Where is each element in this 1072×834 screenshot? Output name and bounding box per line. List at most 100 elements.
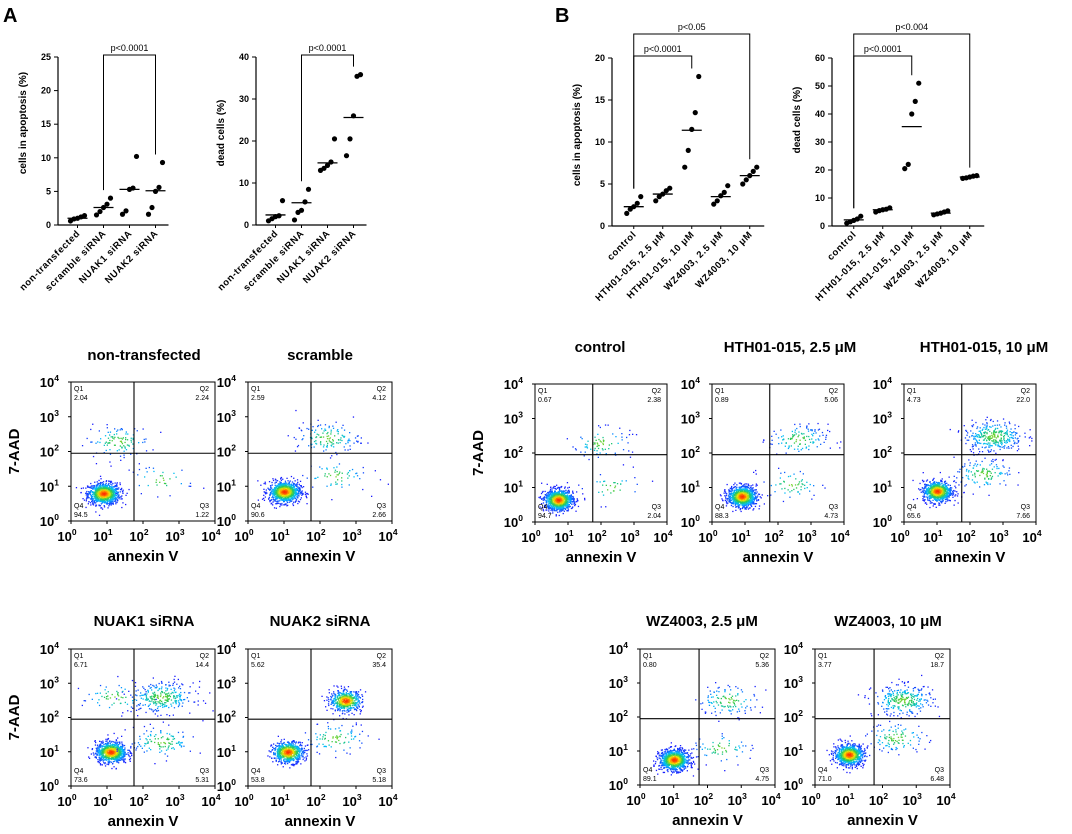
event: [98, 751, 101, 753]
event: [110, 495, 113, 497]
event: [130, 694, 132, 696]
event: [130, 747, 132, 749]
event: [349, 432, 351, 434]
x-tick-label: 103: [165, 527, 184, 544]
event: [294, 450, 297, 452]
event: [272, 479, 275, 482]
event: [125, 696, 127, 698]
event: [284, 480, 287, 482]
event: [277, 735, 279, 737]
event: [273, 492, 276, 494]
event: [289, 485, 291, 487]
event: [92, 497, 94, 499]
event: [276, 497, 278, 499]
event: [359, 733, 361, 735]
event: [120, 437, 122, 439]
event: [341, 480, 343, 482]
event: [99, 497, 101, 499]
event: [180, 742, 182, 744]
event: [93, 494, 95, 496]
event: [112, 486, 114, 488]
event: [110, 499, 112, 501]
event: [178, 741, 180, 743]
event: [336, 706, 339, 708]
event: [113, 495, 116, 497]
event: [293, 497, 295, 500]
event: [98, 479, 100, 482]
event: [97, 488, 99, 490]
event: [105, 686, 107, 688]
event: [177, 700, 180, 702]
event: [118, 496, 120, 498]
event: [99, 494, 102, 496]
event: [110, 493, 112, 495]
event: [292, 750, 295, 753]
event: [326, 699, 328, 701]
event: [290, 475, 293, 478]
event: [331, 701, 333, 703]
event: [166, 699, 169, 702]
event: [284, 493, 286, 495]
event: [149, 723, 151, 725]
event: [285, 490, 287, 492]
event: [337, 690, 339, 692]
event: [283, 504, 286, 506]
event: [283, 483, 285, 485]
event: [162, 746, 164, 748]
event: [93, 502, 96, 504]
event: [172, 684, 174, 686]
event: [124, 747, 126, 749]
event: [108, 495, 110, 497]
event: [263, 499, 266, 501]
event: [279, 494, 281, 496]
event: [166, 714, 168, 716]
event: [101, 499, 103, 501]
event: [273, 507, 276, 509]
event: [110, 755, 113, 757]
event: [116, 493, 118, 495]
event: [288, 497, 290, 500]
event: [282, 495, 284, 498]
event: [113, 743, 115, 746]
event: [153, 699, 156, 701]
event: [92, 488, 94, 490]
event: [128, 445, 130, 447]
event: [117, 752, 119, 754]
event: [315, 436, 318, 438]
event: [282, 489, 284, 492]
event: [124, 753, 126, 755]
event: [358, 705, 360, 707]
event: [175, 703, 177, 705]
event: [341, 696, 344, 698]
event: [155, 479, 158, 481]
event: [104, 750, 106, 753]
event: [107, 751, 109, 754]
event: [289, 746, 291, 749]
quadrant-q2-name: Q2: [200, 386, 209, 393]
event: [122, 489, 124, 491]
event: [88, 756, 90, 758]
event: [103, 501, 105, 504]
event: [287, 498, 289, 501]
event: [281, 757, 283, 759]
event: [287, 489, 290, 491]
event: [113, 433, 115, 436]
event: [295, 490, 297, 492]
event: [172, 714, 174, 716]
event: [281, 491, 283, 493]
event: [95, 504, 98, 506]
event: [85, 506, 87, 509]
event: [304, 493, 307, 495]
event: [91, 500, 93, 502]
event: [328, 692, 330, 694]
event: [99, 760, 101, 762]
event: [281, 504, 283, 506]
event: [135, 709, 138, 711]
event: [344, 696, 346, 698]
event: [135, 699, 138, 701]
event: [343, 689, 346, 691]
event: [296, 746, 298, 749]
event: [163, 696, 165, 698]
event: [145, 695, 147, 697]
